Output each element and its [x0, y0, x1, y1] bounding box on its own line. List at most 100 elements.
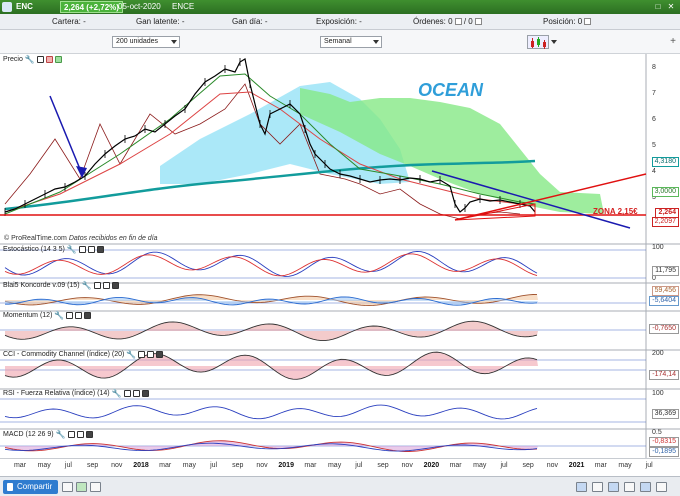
wrench-icon[interactable]: 🔧: [66, 245, 77, 254]
chevron-down-icon: [171, 40, 177, 44]
rsi-line: [4, 404, 538, 420]
bottom-toolbar: Compartir: [0, 476, 680, 496]
chevron-down-icon[interactable]: [551, 40, 557, 44]
stoch-tag: 11,795: [652, 266, 679, 276]
wrench-icon[interactable]: 🔧: [54, 311, 65, 320]
ma-line-teal: [4, 159, 536, 211]
close-icon[interactable]: [84, 312, 92, 319]
koncorde-blue-line: [4, 296, 538, 306]
panel-label-momentum[interactable]: Momentum (12) 🔧: [3, 311, 92, 320]
panel-label-koncorde[interactable]: Blai5 Koncorde v.09 (15) 🔧: [3, 281, 119, 290]
drawing-icon[interactable]: [90, 482, 101, 492]
ma-line-darkred: [4, 83, 521, 220]
ordenes-checkbox-1[interactable]: [454, 18, 462, 25]
wrench-icon[interactable]: 🔧: [81, 281, 92, 290]
close-icon[interactable]: [96, 246, 104, 253]
stoch-k-line: [4, 250, 538, 277]
exposicion-value: -: [359, 17, 362, 26]
stoch-axis-tick: 0: [652, 275, 656, 282]
window-icon[interactable]: [138, 351, 146, 358]
price-tag-ma: 4,3180: [651, 157, 679, 167]
koncorde-line: [4, 293, 538, 306]
time-axis-month-label: jul: [64, 462, 72, 469]
price-axis-tick: 8: [652, 64, 656, 71]
window-icon[interactable]: [123, 390, 131, 397]
add-panel-icon[interactable]: +: [670, 36, 676, 47]
units-select[interactable]: 200 unidades: [112, 36, 180, 48]
add-icon[interactable]: [54, 56, 62, 63]
panel-label-macd[interactable]: MACD (12 26 9) 🔧: [3, 430, 93, 439]
close-icon[interactable]: ✕: [667, 2, 675, 11]
window-icon[interactable]: [102, 282, 110, 289]
panel-label-estocastico[interactable]: Estocástico (14 3 5) 🔧: [3, 245, 104, 254]
maximize-icon[interactable]: □: [655, 2, 661, 11]
window-icon[interactable]: [76, 431, 84, 438]
window-icon[interactable]: [66, 312, 74, 319]
close-icon[interactable]: [156, 351, 164, 358]
window-icon[interactable]: [87, 246, 95, 253]
window-icon[interactable]: [75, 312, 83, 319]
window-icon[interactable]: [67, 431, 75, 438]
share-button[interactable]: Compartir: [3, 480, 59, 494]
posicion-field: Posición: 0: [543, 14, 592, 30]
scroll-left-icon[interactable]: [608, 482, 619, 492]
cci-tag: -174,14: [649, 370, 679, 380]
zoom-in-icon[interactable]: [592, 482, 603, 492]
chart-icon[interactable]: [62, 482, 73, 492]
window-icon[interactable]: [147, 351, 155, 358]
zoom-out-icon[interactable]: [576, 482, 587, 492]
close-icon[interactable]: [85, 431, 93, 438]
window-icon[interactable]: [93, 282, 101, 289]
time-axis-year-label: 2021: [568, 462, 585, 469]
fit-icon[interactable]: [640, 482, 651, 492]
window-icon[interactable]: [78, 246, 86, 253]
candlestick-chart-icon[interactable]: [527, 35, 549, 49]
scroll-right-icon[interactable]: [624, 482, 635, 492]
wrench-icon[interactable]: 🔧: [111, 389, 122, 398]
panel-label-precio[interactable]: Precio 🔧: [3, 55, 62, 64]
price-axis-tick: 6: [652, 116, 656, 123]
window-icon[interactable]: [36, 56, 44, 63]
panel-label-cci[interactable]: CCI - Commodity Channel (índice) (20) 🔧: [3, 350, 164, 359]
price-axis-tick: 5: [652, 142, 656, 149]
time-axis-month-label: may: [327, 462, 342, 469]
remove-icon[interactable]: [45, 56, 53, 63]
symbol-label: ENC: [16, 2, 33, 11]
time-axis-month-label: mar: [159, 462, 172, 469]
time-axis-month-label: sep: [232, 462, 244, 469]
time-axis-year-label: 2018: [133, 462, 149, 469]
wrench-icon[interactable]: 🔧: [55, 430, 66, 439]
posicion-value: 0: [577, 17, 583, 26]
indicator-icon[interactable]: [76, 482, 87, 492]
gan-dia-field: Gan día: -: [232, 14, 268, 30]
price-axis-tick: 7: [652, 90, 656, 97]
window-icon[interactable]: [132, 390, 140, 397]
price-tag-kumo: 3,0000: [651, 187, 679, 197]
ordenes-value-2: 0: [468, 17, 473, 26]
settings-icon[interactable]: [656, 482, 667, 492]
wrench-icon[interactable]: 🔧: [24, 55, 35, 64]
time-axis-month-label: nov: [401, 462, 413, 469]
chart-canvas[interactable]: [0, 54, 680, 458]
time-axis-month-label: nov: [546, 462, 559, 469]
panel-title: Momentum (12): [3, 312, 53, 319]
panel-label-rsi[interactable]: RSI - Fuerza Relativa (índice) (14) 🔧: [3, 389, 149, 398]
posicion-checkbox[interactable]: [584, 18, 592, 25]
time-axis-month-label: may: [37, 462, 51, 469]
time-axis-month-label: jul: [355, 462, 363, 469]
price-line: [4, 58, 536, 213]
time-axis-month-label: sep: [86, 462, 99, 469]
period-select[interactable]: Semanal: [320, 36, 382, 48]
wrench-icon[interactable]: 🔧: [126, 350, 137, 359]
price-change-badge: 2,264 (+2,72%): [60, 1, 123, 13]
close-icon[interactable]: [111, 282, 119, 289]
date-label: 05-oct-2020: [118, 2, 161, 11]
momentum-line: [4, 320, 538, 341]
close-icon[interactable]: [141, 390, 149, 397]
chart-area[interactable]: Precio 🔧 Estocástico (14 3 5) 🔧 Blai5 Ko…: [0, 54, 680, 474]
instrument-name: ENCE: [172, 2, 195, 11]
credit-note: Datos recibidos en fin de día: [68, 235, 158, 242]
ordenes-checkbox-2[interactable]: [474, 18, 482, 25]
ordenes-field[interactable]: Órdenes: 0 / 0: [413, 14, 482, 30]
